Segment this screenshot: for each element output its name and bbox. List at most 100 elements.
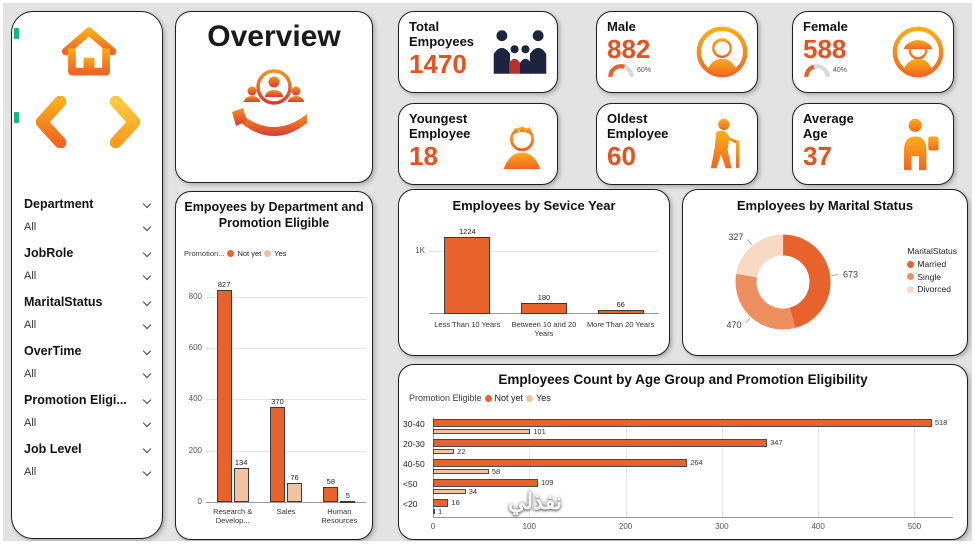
bar-yes[interactable] — [433, 428, 531, 434]
x-axis-label: Human Resources — [321, 507, 358, 525]
chart-card-dept-promotion: Empoyees by Department and Promotion Eli… — [175, 191, 373, 540]
chart-card-marital-status: Employees by Marital Status 673 470 327 Ma… — [682, 189, 968, 356]
y-axis-tick: 600 — [188, 343, 202, 353]
nav-forward-button[interactable] — [104, 95, 146, 153]
chart-legend: Promotion... Not yet Yes — [184, 249, 286, 258]
home-icon — [61, 27, 117, 76]
gridline — [818, 417, 820, 517]
bar-yes[interactable] — [287, 482, 302, 502]
gauge-arc-icon — [608, 64, 634, 78]
filter-value: All — [24, 417, 37, 429]
legend-item[interactable]: Married — [907, 259, 957, 269]
gridline — [206, 450, 366, 452]
bar-not-yet[interactable] — [433, 439, 768, 447]
bar-value-label: 5 — [345, 490, 350, 500]
filter-value-dropdown[interactable]: All — [24, 217, 154, 237]
elderly-person-icon — [695, 116, 749, 172]
chevron-down-icon[interactable] — [142, 248, 152, 258]
marital-donut-chart[interactable]: 673 470 327 — [683, 212, 969, 355]
overview-card: Overview — [175, 11, 373, 183]
bar-yes[interactable] — [433, 488, 466, 494]
bar-value-label: 1 — [438, 506, 443, 516]
age-chart-plot[interactable]: 0 100 200 300 400 500 30-40 518 101 20-30 347 22 40-… — [403, 417, 953, 535]
bar-not-yet[interactable] — [433, 499, 449, 507]
legend-item[interactable]: Yes — [536, 393, 551, 403]
legend-item[interactable]: Divorced — [907, 284, 957, 294]
chevron-right-icon — [109, 95, 141, 149]
chevron-down-icon — [142, 222, 152, 232]
person-icon — [891, 116, 945, 172]
male-gauge: 60% — [607, 63, 747, 79]
bar-yes[interactable] — [340, 500, 356, 503]
chevron-down-icon[interactable] — [142, 297, 152, 307]
legend-swatch — [526, 394, 534, 402]
gridline — [433, 417, 434, 517]
slicer-panel: Department All JobRole All MaritalStatus… — [24, 194, 154, 488]
kpi-label: Average Age — [803, 111, 854, 141]
service-chart-plot[interactable]: 1K 1224 180 66 — [415, 227, 659, 314]
filter-value: All — [24, 221, 37, 233]
bar-yes[interactable] — [433, 448, 455, 454]
legend-item[interactable]: Single — [907, 272, 957, 282]
donut-slice-single[interactable] — [735, 234, 831, 330]
bar-service-year[interactable] — [597, 309, 644, 314]
filter-value-dropdown[interactable]: All — [24, 364, 154, 384]
filter-value-dropdown[interactable]: All — [24, 413, 154, 433]
bar-yes[interactable] — [233, 467, 249, 502]
filter-job-level: Job Level All — [24, 439, 154, 482]
sidebar: Department All JobRole All MaritalStatus… — [11, 11, 163, 539]
bar-service-year[interactable] — [521, 302, 567, 314]
people-hand-icon — [224, 54, 324, 166]
bar-value-label: 518 — [934, 418, 948, 428]
filter-value-dropdown[interactable]: All — [24, 315, 154, 335]
legend-item[interactable]: Not yet — [494, 393, 524, 403]
filter-jobrole: JobRole All — [24, 243, 154, 286]
filter-label: Promotion Eligi... — [24, 393, 127, 407]
home-button[interactable] — [58, 22, 120, 82]
chevron-down-icon[interactable] — [142, 346, 152, 356]
legend-title: Promotion... — [184, 249, 225, 258]
chevron-down-icon[interactable] — [142, 395, 152, 405]
bar-yes[interactable] — [433, 468, 489, 474]
legend-item[interactable]: Yes — [274, 249, 287, 258]
bar-service-year[interactable] — [444, 236, 491, 314]
legend-item[interactable]: Not yet — [237, 249, 262, 258]
filter-value-dropdown[interactable]: All — [24, 462, 154, 482]
chevron-down-icon — [142, 467, 152, 477]
kpi-card-youngest-employee: Youngest Employee 18 — [398, 103, 558, 185]
nav-back-button[interactable] — [30, 95, 72, 153]
y-axis-label: 40-50 — [403, 459, 425, 469]
chevron-down-icon[interactable] — [142, 444, 152, 454]
donut-value-label: 470 — [727, 320, 742, 330]
chart-title: Employees by Sevice Year — [452, 198, 616, 213]
filter-department: Department All — [24, 194, 154, 237]
filter-label: Job Level — [24, 442, 82, 456]
kpi-card-average-age: Average Age 37 — [792, 103, 954, 185]
bar-not-yet[interactable] — [433, 479, 538, 487]
bar-not-yet[interactable] — [216, 289, 232, 502]
bar-value-label: 34 — [468, 486, 478, 496]
chart-title: Employees Count by Age Group and Promoti… — [498, 372, 868, 387]
legend-swatch — [484, 394, 492, 402]
filter-value-dropdown[interactable]: All — [24, 266, 154, 286]
page-navigation — [30, 95, 146, 153]
bar-not-yet[interactable] — [323, 487, 339, 502]
x-axis-label: Less Than 10 Years — [434, 320, 501, 329]
bar-not-yet[interactable] — [433, 419, 932, 427]
chevron-down-icon[interactable] — [142, 199, 152, 209]
donut-value-label: 673 — [843, 269, 858, 279]
chevron-down-icon — [142, 271, 152, 281]
filter-promotion-eligible: Promotion Eligi... All — [24, 390, 154, 433]
bar-yes[interactable] — [433, 508, 435, 514]
filter-label: MaritalStatus — [24, 295, 103, 309]
bar-not-yet[interactable] — [270, 407, 285, 502]
filter-overtime: OverTime All — [24, 341, 154, 384]
dept-chart-plot[interactable]: 0 200 400 600 800 827 134 370 76 58 5 — [189, 266, 366, 506]
kpi-value: 37 — [803, 140, 832, 171]
chart-legend: Promotion Eligible Not yet Yes — [409, 393, 551, 403]
chevron-down-icon — [142, 418, 152, 428]
gridline — [206, 296, 366, 298]
kpi-value: 1470 — [409, 48, 467, 79]
bar-not-yet[interactable] — [433, 459, 688, 467]
kpi-value: 882 — [607, 33, 651, 64]
